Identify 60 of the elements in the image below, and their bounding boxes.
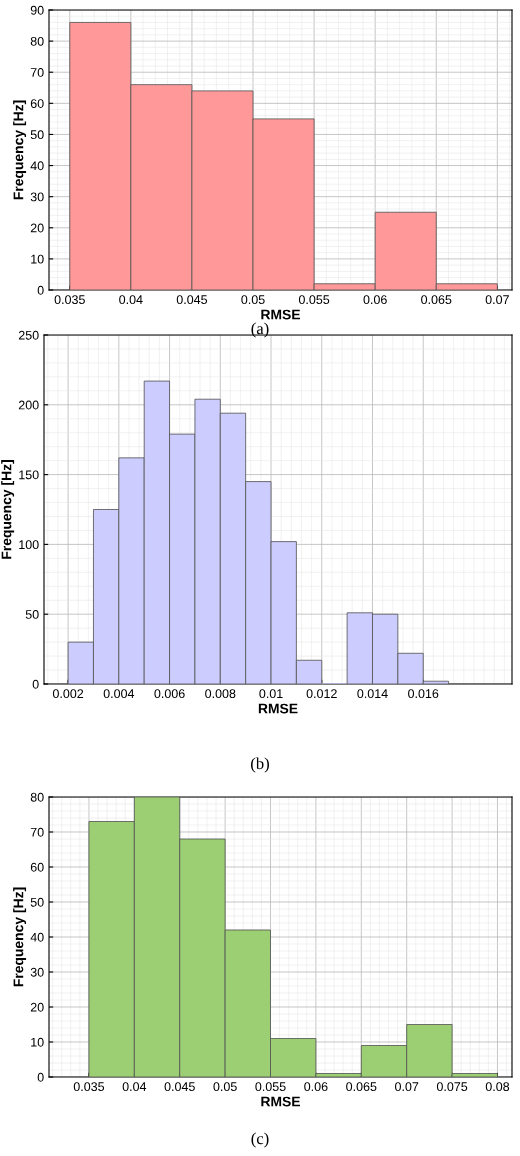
text: (b): [251, 757, 269, 773]
x-tick-label: 0.055: [298, 295, 330, 305]
y-tick-label: 30: [30, 967, 44, 977]
y-tick-label: 50: [30, 130, 44, 140]
x-tick-label: 0.035: [54, 295, 85, 305]
y-tick-label: 70: [30, 68, 44, 77]
y-tick-label: 50: [30, 897, 44, 907]
y-tick-label: 30: [30, 192, 44, 202]
y-tick-label: 0: [37, 1072, 44, 1082]
y-tick-label: 40: [30, 161, 44, 171]
y-tick-label: 60: [30, 99, 44, 108]
y-tick-label: 100: [19, 540, 39, 550]
x-tick-label: 0.065: [421, 295, 452, 305]
y-tick-label: 80: [30, 792, 44, 802]
x-tick-label: 0.08: [485, 1082, 510, 1092]
y-tick-label: 80: [30, 36, 44, 46]
x-axis-title: RMSE: [258, 703, 298, 714]
x-tick-label: 0.05: [213, 1082, 237, 1092]
x-tick-label: 0.002: [52, 689, 84, 699]
y-axis-title: Frequency [Hz]: [1, 460, 15, 559]
x-tick-label: 0.04: [122, 1082, 147, 1092]
y-axis-title: Frequency [Hz]: [13, 100, 27, 200]
y-tick-label: 20: [30, 223, 44, 233]
x-tick-label: 0.012: [306, 689, 337, 699]
y-axis-title: Frequency [Hz]: [13, 887, 27, 987]
x-tick-label: 0.016: [408, 689, 439, 699]
x-tick-label: 0.035: [73, 1082, 105, 1092]
y-tick-label: 20: [30, 1002, 44, 1012]
x-tick-label: 0.07: [395, 1082, 419, 1092]
x-tick-label: 0.045: [164, 1082, 195, 1092]
text: (c): [251, 1132, 269, 1148]
x-tick-label: 0.065: [346, 1082, 377, 1092]
y-tick-label: 150: [19, 470, 39, 480]
x-tick-label: 0.075: [436, 1082, 468, 1092]
x-tick-label: 0.014: [357, 689, 388, 699]
y-tick-label: 0: [37, 285, 44, 295]
y-tick-label: 0: [32, 679, 39, 689]
y-tick-label: 50: [25, 610, 39, 619]
x-axis-title: RMSE: [261, 1096, 301, 1107]
x-tick-label: 0.004: [103, 689, 135, 699]
y-tick-label: 60: [30, 862, 44, 872]
x-tick-label: 0.045: [176, 295, 208, 305]
y-tick-label: 10: [31, 1037, 44, 1047]
y-tick-label: 200: [18, 400, 39, 410]
x-tick-label: 0.055: [255, 1082, 286, 1092]
x-tick-label: 0.006: [154, 689, 185, 699]
y-tick-label: 40: [30, 932, 44, 942]
y-tick-label: 70: [30, 827, 44, 837]
x-tick-label: 0.06: [363, 295, 387, 305]
y-tick-label: 10: [31, 254, 44, 264]
x-axis-title: RMSE: [261, 309, 301, 320]
x-tick-label: 0.06: [304, 1082, 328, 1092]
y-tick-label: 250: [18, 330, 39, 340]
x-tick-label: 0.07: [485, 295, 509, 305]
x-tick-label: 0.008: [205, 689, 236, 699]
x-tick-label: 0.04: [119, 295, 143, 305]
y-tick-label: 90: [30, 5, 44, 15]
x-tick-label: 0.05: [241, 295, 265, 305]
x-tick-label: 0.01: [259, 689, 283, 699]
annotation: (a): [251, 322, 269, 338]
